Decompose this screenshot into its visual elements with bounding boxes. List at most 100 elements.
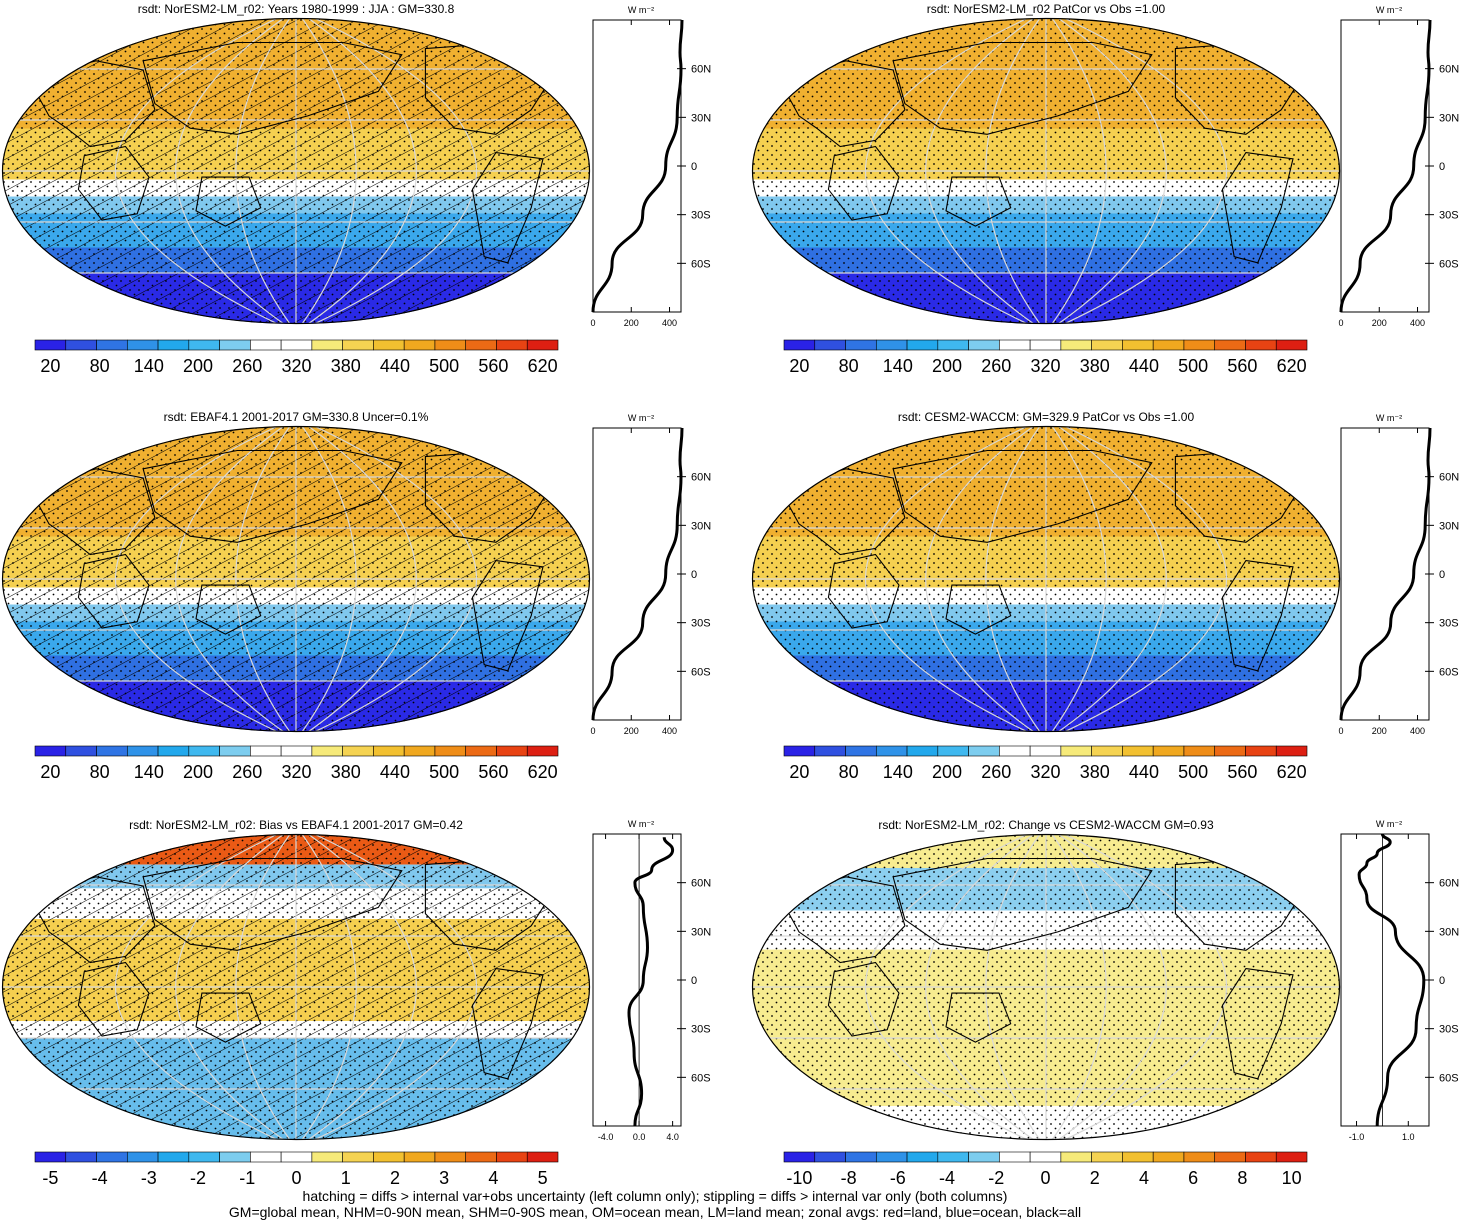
graticule-meridian (313, 18, 477, 324)
colorbar-swatch (937, 1151, 969, 1163)
colorbar-swatch (1183, 1151, 1216, 1163)
colorbar-swatch (434, 339, 467, 351)
profile-xtick-label: 0 (1338, 318, 1343, 328)
map-field (752, 18, 1340, 324)
graticule-meridian (115, 18, 279, 324)
colorbar-label: 80 (839, 356, 859, 376)
profile-xtick-label: 400 (662, 726, 677, 736)
graticule-meridian (985, 834, 1041, 1140)
zonal-mean-line (591, 427, 684, 721)
colorbar: 20 80 140 200 260 320 380 440 500 560 620 (34, 339, 559, 376)
colorbar-swatch (999, 745, 1031, 757)
profile-ytick-label: 30N (1439, 926, 1459, 938)
profile-xtick-label: 4.0 (666, 1132, 679, 1142)
continent-outline (1221, 152, 1294, 264)
colorbar-swatch (34, 1151, 67, 1163)
colorbar-label: 320 (1030, 762, 1060, 782)
colorbar-label: 2 (1090, 1168, 1100, 1188)
panel-title: rsdt: NorESM2-LM_r02: Years 1980-1999 : … (138, 2, 455, 16)
profile-ytick-label: 0 (691, 569, 697, 581)
graticule-meridian (307, 18, 417, 324)
graticule (2, 426, 590, 732)
colorbar-label: 3 (439, 1168, 449, 1188)
colorbar-label: 260 (981, 762, 1011, 782)
colorbar-swatch (1245, 339, 1277, 351)
colorbar-swatch (465, 339, 497, 351)
colorbar-swatch (1091, 1151, 1123, 1163)
colorbar-label: 320 (281, 356, 311, 376)
graticule-meridian (1063, 834, 1227, 1140)
colorbar-swatch (219, 339, 251, 351)
colorbar-swatch (1029, 1151, 1062, 1163)
profile-ytick-label: 60N (1439, 878, 1459, 890)
colorbar-swatch (1122, 339, 1154, 351)
graticule-meridian (925, 18, 1035, 324)
colorbar-label: 10 (1282, 1168, 1302, 1188)
map-field (752, 426, 1340, 732)
colorbar-label: 4 (488, 1168, 498, 1188)
colorbar-swatch (250, 745, 282, 757)
colorbar-label: -6 (890, 1168, 906, 1188)
profile-xtick-label: 400 (662, 318, 677, 328)
colorbar-swatch (219, 1151, 251, 1163)
colorbar-label: 500 (429, 356, 459, 376)
profile-xtick-label: 200 (1372, 726, 1387, 736)
graticule-meridian (1057, 18, 1167, 324)
colorbar-swatch (1091, 745, 1123, 757)
colorbar: 20 80 140 200 260 320 380 440 500 560 620 (34, 745, 559, 782)
colorbar-swatch (1029, 745, 1062, 757)
colorbar-label: 80 (90, 762, 110, 782)
zonal-profile: W m⁻² -1.0 1.0 60N 30N 0 30S 60S (1340, 819, 1459, 1142)
map-field (2, 834, 590, 1140)
continent-outline (142, 857, 403, 951)
colorbar-label: 20 (40, 762, 60, 782)
colorbar-label: 560 (1227, 762, 1257, 782)
colorbar-swatch (1214, 1151, 1246, 1163)
colorbar-label: 500 (429, 762, 459, 782)
map-border (1, 17, 591, 325)
colorbar-swatch (1060, 339, 1092, 351)
colorbar-label: 200 (183, 356, 213, 376)
zonal-profile: W m⁻² -4.0 0.0 4.0 60N 30N 0 30S 60S (592, 819, 711, 1142)
colorbar-swatch (496, 1151, 528, 1163)
graticule-meridian (175, 18, 285, 324)
coastlines (786, 449, 1306, 672)
colorbar-swatch (342, 745, 374, 757)
continent-outline (77, 961, 150, 1037)
map (751, 425, 1341, 733)
profile-xtick-label: 0 (590, 318, 595, 328)
profile-ytick-label: 0 (1439, 161, 1445, 173)
colorbar-swatch (783, 1151, 816, 1163)
colorbar-label: 200 (183, 762, 213, 782)
zonal-mean-line (1339, 19, 1432, 313)
graticule-meridian (115, 426, 279, 732)
colorbar-swatch (311, 339, 343, 351)
profile-ytick-label: 60S (691, 258, 711, 270)
colorbar: -10 -8 -6 -4 -2 0 2 4 6 8 10 (783, 1151, 1308, 1188)
panel-title: rsdt: NorESM2-LM_r02: Bias vs EBAF4.1 20… (129, 818, 463, 832)
profile-ytick-label: 30N (1439, 112, 1459, 124)
colorbar-swatch (526, 339, 559, 351)
zonal-mean-line (1357, 833, 1426, 1127)
colorbar-swatch (96, 339, 128, 351)
colorbar-swatch (1029, 339, 1062, 351)
colorbar-label: 5 (538, 1168, 548, 1188)
colorbar-swatch (403, 339, 436, 351)
panel-middle-right: rsdt: CESM2-WACCM: GM=329.9 PatCor vs Ob… (751, 410, 1459, 782)
colorbar-label: 320 (1030, 356, 1060, 376)
colorbar-label: 380 (1080, 762, 1110, 782)
colorbar-label: -3 (141, 1168, 157, 1188)
profile-ytick-label: 0 (691, 161, 697, 173)
graticule (2, 834, 590, 1140)
map-border (751, 17, 1341, 325)
graticule-meridian (313, 834, 477, 1140)
colorbar-label: 260 (981, 356, 1011, 376)
colorbar-swatch (250, 339, 282, 351)
continent-outline (195, 176, 262, 227)
profile-xtick-label: -4.0 (598, 1132, 614, 1142)
colorbar-swatch (1275, 339, 1308, 351)
colorbar-swatch (783, 745, 816, 757)
profile-xtick-label: 400 (1410, 318, 1425, 328)
map-border (1, 833, 591, 1141)
coastlines (36, 449, 556, 672)
